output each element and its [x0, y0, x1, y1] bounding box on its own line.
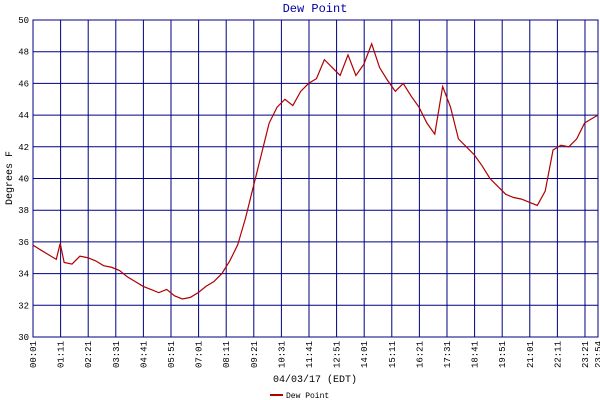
x-tick-label: 12:51: [333, 341, 343, 368]
x-tick-label: 14:01: [360, 341, 370, 368]
y-tick-label: 42: [18, 143, 29, 153]
x-tick-label: 05:51: [167, 341, 177, 368]
y-tick-label: 32: [18, 301, 29, 311]
y-tick-label: 36: [18, 238, 29, 248]
y-tick-label: 46: [18, 79, 29, 89]
x-tick-label: 10:31: [277, 341, 287, 368]
chart-title: Dew Point: [283, 2, 348, 16]
x-tick-label: 01:11: [57, 341, 67, 368]
x-tick-label: 17:31: [443, 341, 453, 368]
x-tick-label: 08:11: [222, 341, 232, 368]
line: [32, 41, 599, 300]
x-tick-label: 00:01: [29, 341, 39, 368]
x-tick-label: 23:54: [594, 341, 600, 368]
x-tick-label: 11:41: [305, 341, 315, 368]
x-tick-label: 21:01: [526, 341, 536, 368]
x-tick-label: 04:41: [139, 341, 149, 368]
x-tick-label: 19:51: [498, 341, 508, 368]
y-tick-label: 44: [18, 111, 29, 121]
x-tick-label: 22:11: [553, 341, 563, 368]
y-tick-label: 48: [18, 48, 29, 58]
y-tick-label: 50: [18, 16, 29, 26]
y-tick-label: 30: [18, 333, 29, 343]
legend-label: Dew Point: [286, 392, 329, 400]
x-tick-label: 03:31: [112, 341, 122, 368]
x-tick-label: 15:11: [388, 341, 398, 368]
y-tick-label: 38: [18, 206, 29, 216]
x-tick-label: 07:01: [195, 341, 205, 368]
x-tick-label: 02:21: [84, 341, 94, 368]
y-tick-label: 34: [18, 270, 29, 280]
y-axis-label: Degrees F: [5, 151, 16, 205]
y-tick-label: 40: [18, 175, 29, 185]
x-axis-label: 04/03/17 (EDT): [273, 374, 357, 386]
x-tick-label: 23:21: [581, 341, 591, 368]
x-tick-label: 18:41: [471, 341, 481, 368]
x-tick-label: 16:21: [415, 341, 425, 368]
x-tick-label: 09:21: [250, 341, 260, 368]
